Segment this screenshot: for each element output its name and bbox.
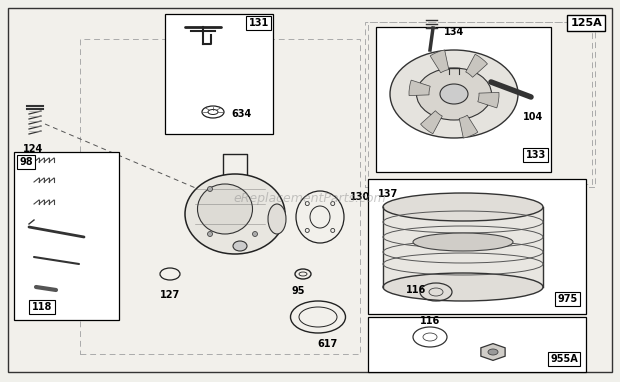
Text: eReplacementParts.com: eReplacementParts.com [234, 192, 386, 205]
Text: 137: 137 [378, 189, 398, 199]
Ellipse shape [383, 193, 543, 221]
Wedge shape [420, 111, 442, 134]
Text: 617: 617 [318, 339, 338, 349]
Wedge shape [409, 80, 430, 96]
Bar [376, 27, 551, 172]
Bar [14, 152, 119, 320]
Text: 116: 116 [420, 316, 440, 326]
Bar [368, 179, 586, 314]
Ellipse shape [440, 84, 468, 104]
Text: 130: 130 [350, 192, 370, 202]
Text: 131: 131 [249, 18, 269, 28]
Bar [368, 317, 586, 372]
Text: 127: 127 [160, 290, 180, 300]
Bar [365, 22, 595, 187]
Ellipse shape [268, 204, 286, 234]
Wedge shape [459, 115, 478, 138]
Ellipse shape [208, 231, 213, 236]
Text: 975: 975 [558, 294, 578, 304]
Ellipse shape [390, 50, 518, 138]
Ellipse shape [383, 273, 543, 301]
Text: 95: 95 [291, 286, 305, 296]
Bar [80, 39, 360, 354]
Text: 134: 134 [444, 27, 464, 37]
Wedge shape [430, 50, 449, 73]
Ellipse shape [208, 186, 213, 191]
Text: 116: 116 [406, 285, 426, 295]
Polygon shape [481, 343, 505, 360]
Ellipse shape [417, 68, 492, 120]
Text: 124: 124 [23, 144, 43, 154]
Text: 133: 133 [526, 150, 546, 160]
Ellipse shape [488, 349, 498, 355]
Text: 634: 634 [231, 109, 251, 119]
Bar [368, 22, 592, 184]
Ellipse shape [252, 231, 257, 236]
Wedge shape [478, 92, 499, 108]
Text: 125A: 125A [570, 18, 602, 28]
Text: 955A: 955A [550, 354, 578, 364]
Ellipse shape [198, 184, 252, 234]
Ellipse shape [185, 174, 285, 254]
Text: 104: 104 [523, 112, 543, 122]
Text: 118: 118 [32, 302, 52, 312]
Text: 98: 98 [19, 157, 33, 167]
Ellipse shape [413, 233, 513, 251]
Wedge shape [466, 54, 487, 77]
Ellipse shape [233, 241, 247, 251]
Bar [165, 14, 273, 134]
